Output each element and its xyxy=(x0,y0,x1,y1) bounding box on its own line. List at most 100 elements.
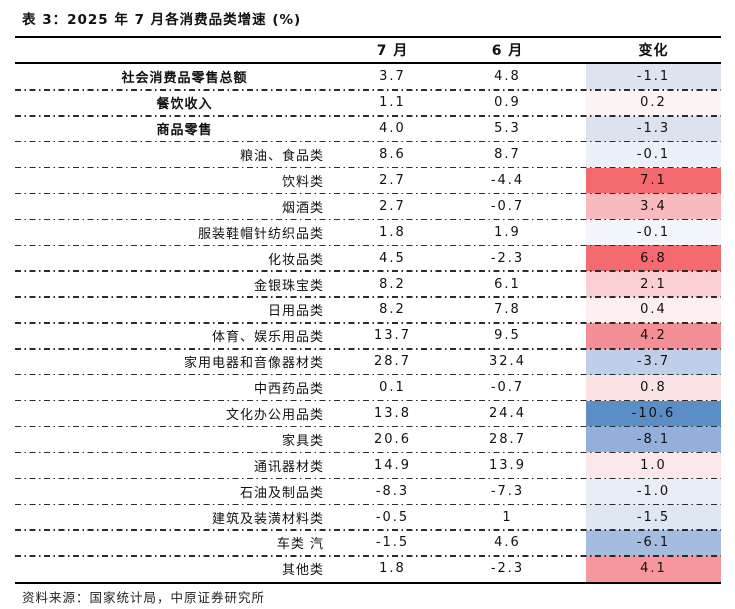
row-category-label: 文化办公用品类 xyxy=(225,408,324,424)
row-category-label: 其他类 xyxy=(281,563,324,579)
june-value: -0.7 xyxy=(490,380,525,396)
june-value: 5.3 xyxy=(494,121,521,137)
july-value: 1.8 xyxy=(379,561,406,577)
change-value: 2.1 xyxy=(586,271,721,298)
table-row: 家具类 20.6 28.7 -8.1 xyxy=(15,426,721,453)
july-value: 4.0 xyxy=(379,121,406,137)
change-value: 0.8 xyxy=(586,374,721,401)
table-row: 建筑及装潢材料类 -0.5 1 -1.5 xyxy=(15,504,721,531)
header-change: 变化 xyxy=(638,43,669,59)
june-value: -2.3 xyxy=(490,250,525,266)
table-row: 石油及制品类 -8.3 -7.3 -1.0 xyxy=(15,478,721,505)
row-category-label: 建筑及装潢材料类 xyxy=(211,511,324,527)
june-value: 1.9 xyxy=(494,224,521,240)
july-value: 13.8 xyxy=(374,406,411,422)
row-category-label: 通讯器材类 xyxy=(253,459,324,475)
table-header-row: 7 月 6 月 变化 xyxy=(15,38,721,64)
row-category-label: 商品零售 xyxy=(156,123,213,139)
row-category-label: 日用品类 xyxy=(267,304,324,320)
june-value: 28.7 xyxy=(489,431,526,447)
july-value: 8.6 xyxy=(379,147,406,163)
june-value: 9.5 xyxy=(494,328,521,344)
july-value: 8.2 xyxy=(379,302,406,318)
row-category-label: 石油及制品类 xyxy=(239,485,324,501)
header-july: 7 月 xyxy=(376,43,409,59)
june-value: 32.4 xyxy=(489,354,526,370)
july-value: 20.6 xyxy=(374,431,411,447)
change-value: 0.2 xyxy=(586,89,721,116)
row-category-label: 化妆品类 xyxy=(267,252,324,268)
change-value: 1.0 xyxy=(586,452,721,479)
table-row: 日用品类 8.2 7.8 0.4 xyxy=(15,297,721,324)
july-value: 1.1 xyxy=(379,95,406,111)
june-value: -2.3 xyxy=(490,561,525,577)
header-june: 6 月 xyxy=(491,43,524,59)
change-value: -0.1 xyxy=(586,219,721,246)
table-row: 通讯器材类 14.9 13.9 1.0 xyxy=(15,452,721,479)
row-category-label: 饮料类 xyxy=(281,175,324,190)
change-value: -10.6 xyxy=(586,400,721,427)
table-row: 商品零售 4.0 5.3 -1.3 xyxy=(15,115,721,143)
table-row: 中西药品类 0.1 -0.7 0.8 xyxy=(15,374,721,402)
table-title: 表 3：2025 年 7 月各消费品类增速 (%) xyxy=(22,12,302,28)
row-category-label: 中西药品类 xyxy=(253,382,324,398)
july-value: 14.9 xyxy=(374,457,411,473)
change-value: 0.4 xyxy=(586,297,721,323)
row-category-label: 金银珠宝类 xyxy=(253,278,324,294)
july-value: -1.5 xyxy=(375,535,410,551)
june-value: 13.9 xyxy=(489,457,526,473)
july-value: 2.7 xyxy=(379,198,406,214)
row-category-label: 体育、娱乐用品类 xyxy=(211,330,324,346)
table-row: 烟酒类 2.7 -0.7 3.4 xyxy=(15,193,721,220)
july-value: 8.2 xyxy=(379,276,406,292)
data-table: 7 月 6 月 变化 社会消费品零售总额 3.7 4.8 -1.1 餐饮收入 1.1 0.9… xyxy=(15,36,721,584)
july-value: 28.7 xyxy=(374,354,411,370)
july-value: 13.7 xyxy=(374,328,411,344)
july-value: -8.3 xyxy=(375,483,410,499)
source-note: 资料来源：国家统计局，中原证券研究所 xyxy=(22,590,266,605)
table-row: 化妆品类 4.5 -2.3 6.8 xyxy=(15,245,721,272)
july-value: -0.5 xyxy=(375,509,410,525)
table-row: 文化办公用品类 13.8 24.4 -10.6 xyxy=(15,400,721,428)
change-value: -1.1 xyxy=(586,64,721,90)
change-value: -1.0 xyxy=(586,478,721,505)
table-row: 金银珠宝类 8.2 6.1 2.1 xyxy=(15,271,721,298)
change-value: 6.8 xyxy=(586,245,721,272)
change-value: -0.1 xyxy=(586,141,721,168)
july-value: 0.1 xyxy=(379,380,406,396)
june-value: -4.4 xyxy=(490,173,525,188)
change-value: -3.7 xyxy=(586,348,721,375)
change-value: -6.1 xyxy=(586,530,721,556)
june-value: 1 xyxy=(502,509,513,525)
table-rows: 社会消费品零售总额 3.7 4.8 -1.1 餐饮收入 1.1 0.9 0.2 商品零售 4.0 5… xyxy=(15,64,721,584)
row-category-label: 烟酒类 xyxy=(281,200,324,216)
july-value: 3.7 xyxy=(379,69,406,85)
july-value: 1.8 xyxy=(379,224,406,240)
table-row: 家用电器和音像器材类 28.7 32.4 -3.7 xyxy=(15,348,721,376)
change-value: -1.5 xyxy=(586,504,721,531)
june-value: 7.8 xyxy=(494,302,521,318)
change-value: -1.3 xyxy=(586,115,721,142)
june-value: 4.8 xyxy=(494,69,521,85)
change-value: 4.1 xyxy=(586,555,721,582)
june-value: 0.9 xyxy=(494,95,521,111)
june-value: 24.4 xyxy=(489,406,526,422)
june-value: -7.3 xyxy=(490,483,525,499)
table-row: 粮油、食品类 8.6 8.7 -0.1 xyxy=(15,141,721,169)
july-value: 4.5 xyxy=(379,250,406,266)
table-row: 社会消费品零售总额 3.7 4.8 -1.1 xyxy=(15,64,721,91)
june-value: 6.1 xyxy=(494,276,521,292)
table-row: 餐饮收入 1.1 0.9 0.2 xyxy=(15,89,721,117)
table-row: 其他类 1.8 -2.3 4.1 xyxy=(15,555,721,582)
table-row: 车类 汽 -1.5 4.6 -6.1 xyxy=(15,530,721,557)
row-category-label: 餐饮收入 xyxy=(156,97,213,113)
table-row: 饮料类 2.7 -4.4 7.1 xyxy=(15,167,721,195)
change-value: -8.1 xyxy=(586,426,721,453)
row-category-label: 粮油、食品类 xyxy=(239,149,324,165)
row-category-label: 家具类 xyxy=(281,433,324,449)
change-value: 3.4 xyxy=(586,193,721,220)
row-category-label: 车类 汽 xyxy=(276,537,324,553)
table-row: 体育、娱乐用品类 13.7 9.5 4.2 xyxy=(15,322,721,350)
july-value: 2.7 xyxy=(379,173,406,188)
